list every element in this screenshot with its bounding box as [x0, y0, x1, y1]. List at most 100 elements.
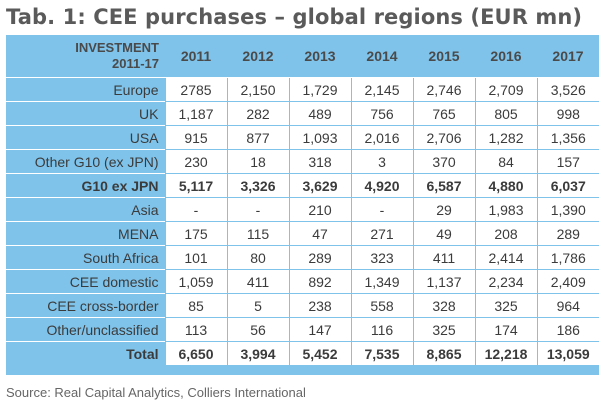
row-label: Other/unclassified	[6, 317, 165, 342]
table-cell: -	[164, 197, 227, 222]
table-row: CEE domestic 1,059 411 892 1,349 1,137 2,234 2,…	[6, 269, 599, 294]
table-cell: 2,414	[474, 245, 537, 270]
table-cell: 1,059	[164, 269, 227, 294]
source-note: Source: Real Capital Analytics, Colliers…	[6, 385, 306, 400]
row-label: Asia	[6, 197, 165, 222]
table-cell: 282	[226, 101, 289, 126]
table-cell: 85	[164, 293, 227, 318]
table-cell: 756	[350, 101, 413, 126]
table-cell: 56	[226, 317, 289, 342]
table-cell: 489	[288, 101, 351, 126]
table-row: G10 ex JPN 5,117 3,326 3,629 4,920 6,587 4,880…	[6, 173, 599, 198]
table-cell: 174	[474, 317, 537, 342]
table-row: CEE cross-border 85 5 238 558 328 325 964	[6, 293, 599, 318]
table-row: USA 915 877 1,093 2,016 2,706 1,282 1,356	[6, 125, 599, 150]
table-row: Asia - -210-29 1,983 1,390	[6, 197, 599, 222]
table-cell: 175	[164, 221, 227, 246]
table-cell: 964	[536, 293, 599, 318]
table-row: Total 6,650 3,994 5,452 7,535 8,865 12,218 13,0…	[6, 341, 599, 365]
table-cell: 2,409	[536, 269, 599, 294]
table-cell: 113	[164, 317, 227, 342]
table-cell: 765	[412, 101, 475, 126]
table-cell: 1,093	[288, 125, 351, 150]
table-cell: 157	[536, 149, 599, 174]
table-cell: 370	[412, 149, 475, 174]
table-cell: 1,729	[288, 77, 351, 102]
table-cell: 5,452	[288, 341, 351, 365]
row-label: G10 ex JPN	[6, 173, 165, 198]
row-label: USA	[6, 125, 165, 150]
table-cell: 115	[226, 221, 289, 246]
table-row: Europe 2785 2,150 1,729 2,145 2,746 2,709 3,526	[6, 77, 599, 102]
table-cell: 186	[536, 317, 599, 342]
table-cell: 12,218	[474, 341, 537, 365]
table-cell: 4,920	[350, 173, 413, 198]
table-cell: 1,390	[536, 197, 599, 222]
year-header-2015: 2015	[413, 35, 475, 78]
table-row: South Africa 101 80 289 323 411 2,414 1,786	[6, 245, 599, 270]
table-cell: 323	[350, 245, 413, 270]
table-cell: 289	[288, 245, 351, 270]
table-cell: 84	[474, 149, 537, 174]
table-cell: 289	[536, 221, 599, 246]
row-label: South Africa	[6, 245, 165, 270]
table-cell: 411	[226, 269, 289, 294]
table-cell: 915	[164, 125, 227, 150]
row-label: UK	[6, 101, 165, 126]
table-cell: 147	[288, 317, 351, 342]
row-label: Europe	[6, 77, 165, 102]
table-cell: 2785	[164, 77, 227, 102]
table-cell: 7,535	[350, 341, 413, 365]
table-cell: 1,137	[412, 269, 475, 294]
table-cell: 3,994	[226, 341, 289, 365]
table-cell: 2,145	[350, 77, 413, 102]
row-label: MENA	[6, 221, 165, 246]
table-cell: 47	[288, 221, 351, 246]
year-header-2016: 2016	[475, 35, 537, 78]
year-header-2012: 2012	[227, 35, 289, 78]
table-cell: 6,037	[536, 173, 599, 198]
table-cell: 3,326	[226, 173, 289, 198]
table-cell: 210	[288, 197, 351, 222]
table-cell: 6,650	[164, 341, 227, 365]
header-row: INVESTMENT 2011-17 2011 2012 2013 2014 2…	[6, 35, 599, 78]
row-label: Total	[6, 341, 165, 365]
table-cell: 18	[226, 149, 289, 174]
table-row: MENA 175 115 47 271 49 208 289	[6, 221, 599, 246]
table-cell: 1,282	[474, 125, 537, 150]
table-row: Other/unclassified 113 56 147 116 325 174 186	[6, 317, 599, 342]
table-cell: 101	[164, 245, 227, 270]
row-label: Other G10 (ex JPN)	[6, 149, 165, 174]
table-cell: -	[350, 197, 413, 222]
table-cell: 411	[412, 245, 475, 270]
table-cell: 3,526	[536, 77, 599, 102]
table-cell: 325	[474, 293, 537, 318]
table-cell: 2,706	[412, 125, 475, 150]
table-cell: 3,629	[288, 173, 351, 198]
table-cell: 49	[412, 221, 475, 246]
table-cell: 5,117	[164, 173, 227, 198]
table-cell: 2,150	[226, 77, 289, 102]
table-cell: 318	[288, 149, 351, 174]
table-cell: 8,865	[412, 341, 475, 365]
table-cell: 29	[412, 197, 475, 222]
table-cell: 1,983	[474, 197, 537, 222]
table-cell: 892	[288, 269, 351, 294]
table-cell: 2,016	[350, 125, 413, 150]
table-cell: 208	[474, 221, 537, 246]
table-cell: 2,746	[412, 77, 475, 102]
table-cell: 4,880	[474, 173, 537, 198]
table-cell: 1,356	[536, 125, 599, 150]
purchases-table: INVESTMENT 2011-17 2011 2012 2013 2014 2…	[6, 35, 599, 365]
table-cell: 1,786	[536, 245, 599, 270]
header-label-line1: INVESTMENT	[75, 40, 159, 55]
table-cell: 558	[350, 293, 413, 318]
table-cell: 3	[350, 149, 413, 174]
table-cell: 1,187	[164, 101, 227, 126]
table-cell: 6,587	[412, 173, 475, 198]
table-cell: 1,349	[350, 269, 413, 294]
table-cell: 998	[536, 101, 599, 126]
table-cell: 805	[474, 101, 537, 126]
year-header-2014: 2014	[351, 35, 413, 78]
row-label: CEE cross-border	[6, 293, 165, 318]
